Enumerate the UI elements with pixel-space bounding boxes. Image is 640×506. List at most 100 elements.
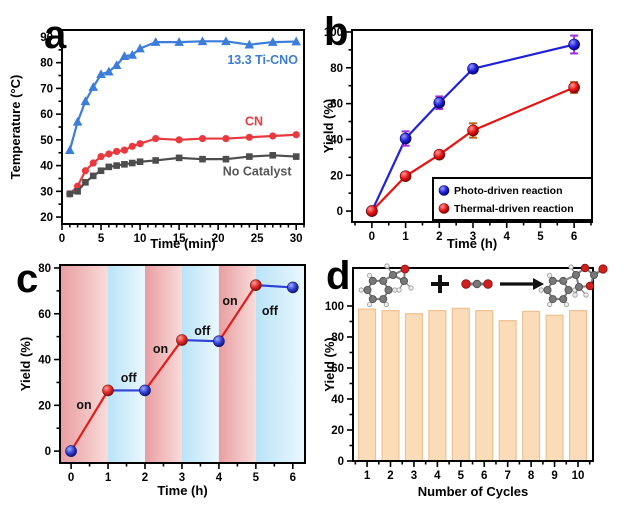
data-point	[399, 132, 412, 145]
data-point	[399, 170, 412, 182]
x-tick-label: 2	[436, 231, 442, 243]
data-point	[174, 37, 184, 46]
data-point	[113, 162, 120, 169]
data-point	[198, 134, 207, 143]
light-on-band	[218, 265, 256, 463]
y-tick-label: 60	[331, 363, 344, 375]
y-tick-label: 80	[40, 58, 53, 70]
x-tick-label: 5	[253, 472, 260, 484]
data-point	[292, 153, 300, 160]
data-point	[89, 172, 97, 180]
y-tick-label: 100	[325, 301, 344, 313]
x-tick-label: 1	[402, 231, 409, 243]
y-tick-label: 0	[337, 206, 343, 218]
data-point	[119, 51, 130, 61]
cycle-bar	[568, 310, 588, 462]
panel-b: b 0 1 2 3 4 5 6 0 20 40 60 80 100 Time (h) Yield (%) Ph…	[320, 0, 640, 253]
data-point	[105, 163, 113, 171]
styrene-oxide-molecule	[358, 263, 414, 308]
data-point	[175, 154, 183, 162]
data-point	[121, 161, 128, 168]
data-point	[97, 167, 105, 175]
y-tick-label: 40	[331, 394, 344, 406]
data-point	[81, 167, 90, 175]
data-point	[111, 60, 122, 70]
panel-letter-a: a	[44, 13, 67, 57]
legend-label: Thermal-driven reaction	[454, 203, 574, 215]
y-tick-label: 70	[40, 83, 53, 95]
legend-marker	[438, 185, 450, 196]
y-tick-label: 0	[338, 456, 344, 468]
data-point	[291, 36, 301, 46]
data-point	[80, 96, 91, 106]
x-tick-label: 7	[504, 470, 510, 482]
y-axis-label: Yield (%)	[322, 337, 337, 391]
panel-a: a 0 5 10 15 20 25 30 20 30 40 50 60 70 80 90 Time (min)…	[0, 0, 320, 253]
data-point	[568, 81, 580, 94]
light-off-band	[181, 265, 219, 463]
y-axis-label: Yield (%)	[18, 337, 33, 391]
data-point	[246, 153, 253, 160]
data-point	[65, 145, 75, 154]
y-tick-label: 60	[40, 109, 53, 121]
step-segment	[70, 389, 109, 452]
x-tick-label: 10	[134, 233, 147, 245]
y-tick-label: 60	[330, 99, 343, 111]
axes-frame	[351, 29, 593, 223]
panel-c: c 0 1 2 3 4 5 6 0 20 40 60 80 Time (h) Yield (%) on off…	[0, 253, 320, 506]
data-point	[72, 116, 83, 126]
y-axis-label: Temperature (°C)	[8, 75, 23, 180]
axes-frame	[61, 29, 305, 225]
x-tick-label: 20	[212, 233, 225, 245]
y-tick-label: 0	[45, 446, 51, 458]
annotation: off	[194, 324, 211, 338]
x-tick-label: 0	[68, 472, 74, 484]
x-tick-label: 6	[481, 470, 487, 482]
data-point	[127, 49, 138, 59]
arrow-icon	[500, 278, 544, 290]
panel-d: d 1 2 3 4 5 6 7 8 9 10 0 20 40 60 80 100 Number of Cycle…	[320, 253, 640, 506]
panel-letter-d: d	[326, 254, 351, 298]
data-point	[366, 205, 378, 217]
data-point	[197, 36, 208, 46]
data-point	[88, 82, 99, 91]
data-point	[65, 445, 77, 457]
data-point	[175, 136, 183, 144]
y-tick-label: 80	[38, 263, 51, 275]
data-point	[244, 39, 255, 49]
annotation: on	[222, 294, 237, 308]
y-tick-label: 30	[40, 186, 53, 198]
plus-icon	[431, 275, 449, 293]
data-point	[120, 146, 129, 154]
y-axis-label: Yield (%)	[321, 99, 336, 153]
data-point	[102, 384, 114, 397]
x-tick-label: 2	[142, 472, 148, 484]
x-tick-label: 1	[364, 470, 371, 482]
axes-frame	[59, 264, 306, 464]
x-tick-label: 4	[216, 472, 223, 484]
y-tick-label: 20	[330, 170, 343, 182]
data-point	[104, 66, 114, 76]
x-tick-label: 9	[551, 470, 557, 482]
step-segment	[255, 284, 293, 289]
annotation: No Catalyst	[223, 164, 293, 178]
light-on-band	[60, 265, 109, 463]
x-tick-label: 2	[387, 470, 393, 482]
y-tick-label: 20	[38, 400, 51, 412]
data-point	[467, 124, 479, 137]
data-point	[433, 96, 446, 109]
data-point	[467, 62, 479, 75]
x-axis-label: Time (min)	[150, 236, 216, 251]
step-segment	[181, 338, 219, 343]
data-point	[82, 179, 89, 186]
x-tick-label: 3	[411, 470, 417, 482]
cycle-bar	[451, 307, 470, 462]
x-tick-label: 15	[173, 233, 186, 245]
data-point	[152, 157, 159, 164]
x-tick-label: 6	[290, 472, 296, 484]
data-point	[568, 38, 580, 51]
data-point	[433, 148, 446, 161]
